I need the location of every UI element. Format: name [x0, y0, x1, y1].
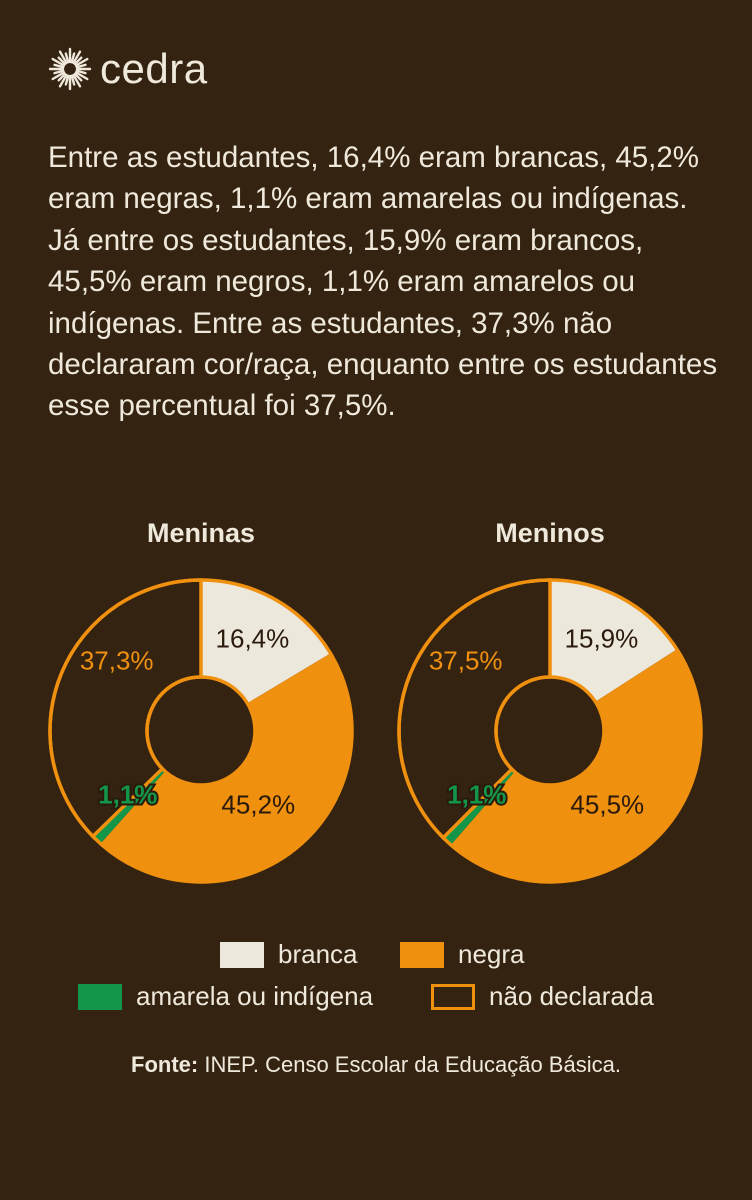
legend-swatch-branca [220, 941, 264, 968]
sunburst-ray [72, 73, 82, 88]
label-meninas-branca: 16,4% [216, 623, 290, 653]
sunburst-ray [75, 69, 87, 75]
label-meninos-amarela: 1,1% [447, 780, 506, 810]
legend-item-branca: branca [220, 939, 358, 970]
source-note: Fonte: INEP. Censo Escolar da Educação B… [0, 1052, 752, 1078]
sunburst-ray [57, 72, 67, 82]
chart-title-meninos: Meninos [495, 518, 605, 548]
label-meninas-negra: 45,2% [221, 789, 295, 819]
donut-charts: 16,4% 45,2% 1,1% 37,3% 15,9% 45,5% 1,1% 37,5% [48, 578, 703, 884]
sunburst-ray [57, 56, 67, 66]
inner-ring-meninos [494, 675, 606, 787]
label-meninas-amarela: 1,1% [98, 780, 157, 810]
sunburst-ray [58, 50, 68, 65]
source-label: Fonte: [131, 1052, 199, 1077]
source-text: INEP. Censo Escolar da Educação Básica. [198, 1052, 621, 1077]
sunburst-ray [53, 63, 65, 69]
chart-title-meninas: Meninas [146, 518, 256, 548]
legend-label-negra: negra [458, 939, 525, 969]
outer-ring-meninas [48, 578, 354, 884]
brand-logo: cedra [48, 44, 208, 94]
legend-item-nao-declarada: não declarada [431, 981, 654, 1012]
label-meninas-nao-declarada: 37,3% [80, 645, 154, 675]
legend-swatch-negra [400, 941, 444, 968]
sunburst-ray [51, 71, 66, 81]
brand-name: cedra [100, 45, 208, 92]
legend-swatch-nao-declarada [431, 983, 475, 1010]
sunburst-ray [73, 56, 83, 66]
slice-meninas-amarela [92, 768, 166, 844]
legend-swatch-amarela [78, 983, 122, 1010]
slice-meninos-amarela [443, 769, 515, 845]
label-meninos-branca: 15,9% [565, 623, 639, 653]
inner-ring-meninas [145, 675, 257, 787]
label-meninos-negra: 45,5% [570, 789, 644, 819]
sunburst-ray [75, 63, 87, 69]
sunburst-icon [48, 47, 92, 91]
slice-meninas-negra [100, 653, 352, 882]
sunburst-ray [73, 72, 83, 82]
outer-ring-meninos [397, 578, 703, 884]
legend-item-negra: negra [400, 939, 525, 970]
legend-label-amarela: amarela ou indígena [136, 981, 374, 1011]
legend-label-branca: branca [278, 939, 358, 969]
sunburst-ray [64, 52, 70, 64]
sunburst-ray [51, 57, 66, 67]
slice-meninos-branca [550, 580, 677, 702]
sunburst-ray [72, 50, 82, 65]
label-meninos-nao-declarada: 37,5% [429, 645, 503, 675]
sunburst-ray [74, 71, 89, 81]
slice-meninos-negra [450, 649, 701, 882]
intro-text: Entre as estudantes, 16,4% eram brancas,… [48, 141, 718, 423]
sunburst-ray [70, 74, 76, 86]
sunburst-ray [64, 74, 70, 86]
sunburst-ray [74, 57, 89, 67]
legend-item-amarela: amarela ou indígena [78, 981, 373, 1012]
sunburst-ray [53, 69, 65, 75]
slice-meninas-branca [201, 580, 331, 704]
legend-label-nao-declarada: não declarada [489, 981, 654, 1011]
sunburst-ray [70, 52, 76, 64]
sunburst-ray [58, 73, 68, 88]
